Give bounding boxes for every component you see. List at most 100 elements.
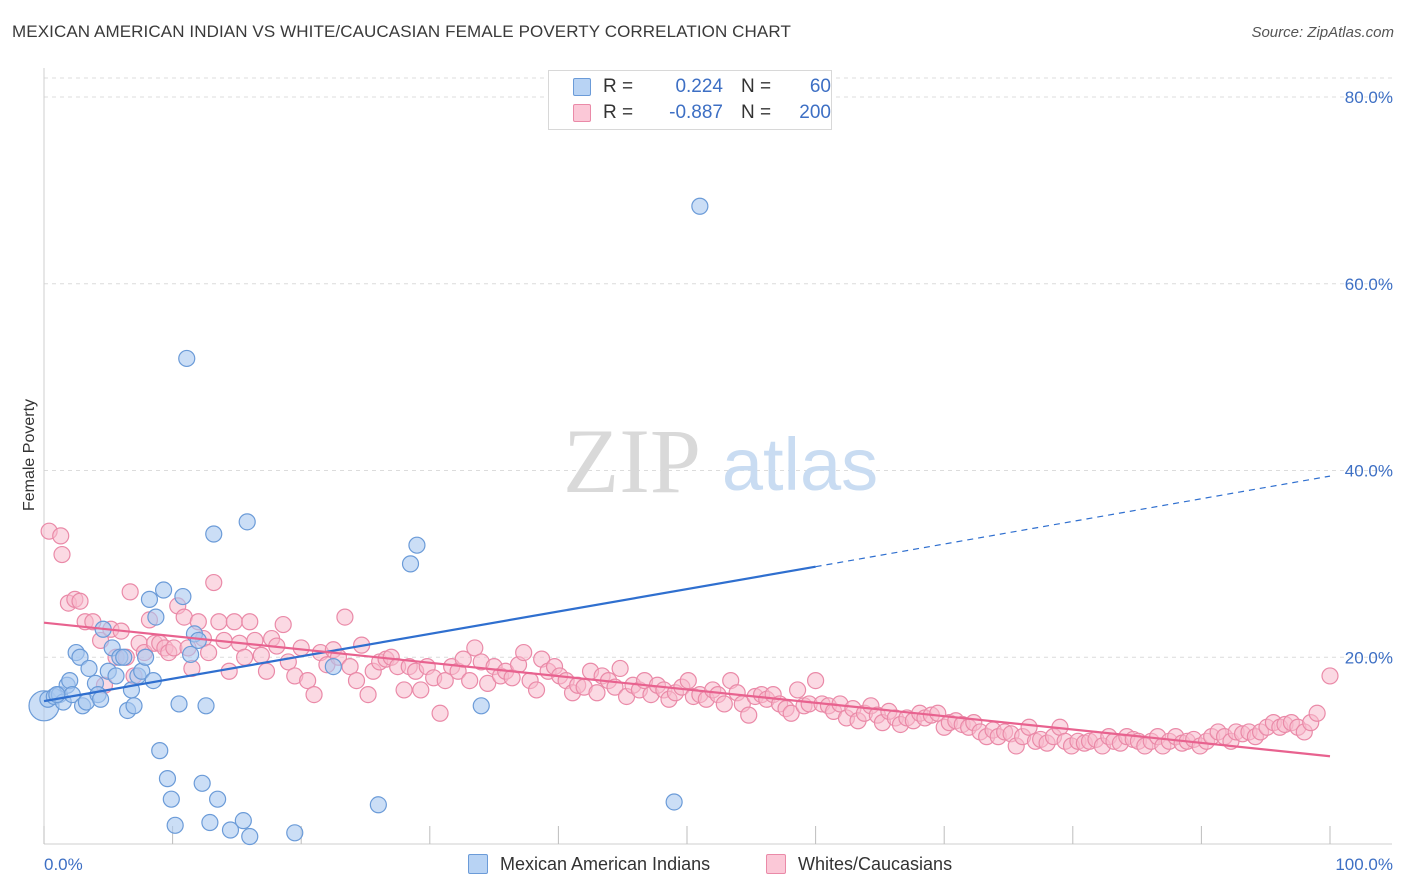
data-point-whites [527,681,546,699]
data-point-mexican-american-indians [238,513,256,531]
data-point-whites [1308,704,1326,722]
data-point-whites [336,608,354,626]
data-point-whites [205,573,223,592]
data-point-mexican-american-indians [154,581,173,599]
data-point-whites [515,643,533,662]
legend-n-value: 200 [799,102,831,123]
data-point-whites [71,592,89,610]
data-point-whites [782,704,800,722]
data-point-mexican-american-indians [665,793,683,811]
data-point-whites [341,657,359,676]
data-point-mexican-american-indians [234,812,252,830]
data-point-mexican-american-indians [125,697,143,715]
data-point-whites [611,659,629,678]
data-point-mexican-american-indians [136,648,155,666]
data-point-mexican-american-indians [691,197,709,215]
data-point-whites [274,615,292,634]
legend-label: Mexican American Indians [500,853,711,874]
data-point-mexican-american-indians [107,667,125,685]
data-point-mexican-american-indians [115,648,133,666]
data-point-mexican-american-indians [324,657,342,676]
data-point-mexican-american-indians [174,587,192,606]
data-point-whites [466,639,484,657]
data-point-whites [220,662,238,680]
data-point-mexican-american-indians [193,774,211,792]
data-point-mexican-american-indians [472,697,490,715]
data-point-whites [412,681,430,699]
data-point-mexican-american-indians [189,631,207,650]
legend-row-blue: R = 0.224 N = 60 [573,75,831,99]
trend-line-pink [43,621,1331,758]
data-point-mexican-american-indians [147,608,165,626]
data-point-mexican-american-indians [201,813,219,832]
data-point-whites [461,671,479,690]
legend-swatch-pink [766,854,786,874]
trend-line-blue-extension [815,475,1331,568]
data-point-whites [929,704,947,722]
data-point-whites [121,583,139,601]
watermark-zip: ZIP [563,410,701,512]
tick-labels: 20.0% 40.0% 60.0% 80.0% 0.0% 100.0% [44,88,1393,874]
data-point-mexican-american-indians [408,536,426,554]
legend-r-value: 0.224 [675,76,723,97]
watermark: ZIP atlas [563,410,878,512]
y-axis-label: Female Poverty [21,399,38,511]
gridlines [44,77,1392,658]
y-tick-label: 40.0% [1345,462,1393,481]
legend-r-label: R = [603,102,634,123]
data-point-mexican-american-indians [61,671,79,690]
x-tick-label: 0.0% [44,855,83,874]
source-label: Source: ZipAtlas.com [1251,24,1394,41]
data-point-whites [1321,667,1339,685]
series-mexican-american-indians [28,197,709,846]
trend-lines [43,475,1331,758]
data-point-mexican-american-indians [166,816,184,834]
data-point-whites [679,671,697,690]
data-point-whites [359,685,377,704]
data-point-whites [347,671,366,690]
data-point-mexican-american-indians [369,796,387,814]
data-point-whites [479,674,497,692]
data-point-mexican-american-indians [209,790,227,808]
data-point-whites [257,662,276,680]
data-point-mexican-american-indians [221,821,240,839]
data-point-mexican-american-indians [205,525,223,543]
data-point-mexican-american-indians [241,827,259,846]
data-point-whites [53,545,71,564]
chart-title: MEXICAN AMERICAN INDIAN VS WHITE/CAUCASI… [12,22,791,41]
trend-line-blue [43,565,816,703]
data-point-whites [52,527,70,545]
watermark-atlas: atlas [722,423,878,506]
data-point-whites [210,613,228,631]
legend-swatch-blue [468,854,488,874]
legend-item-mexican-american-indians: Mexican American Indians [468,852,710,876]
data-point-whites [236,648,254,666]
data-point-whites [1020,718,1038,736]
data-point-mexican-american-indians [140,590,159,608]
data-point-whites [252,646,270,664]
data-point-whites [436,671,454,690]
data-point-whites [715,695,733,713]
data-point-whites [431,704,449,722]
legend-n-value: 60 [809,76,831,97]
y-tick-label: 80.0% [1345,88,1393,107]
data-point-whites [305,685,323,704]
legend-row-pink: R = -0.887 N = 200 [573,101,831,125]
data-point-whites [788,681,807,699]
data-point-mexican-american-indians [151,742,169,760]
data-point-whites [241,613,259,631]
series-whites-caucasians [40,522,1339,755]
legend-swatch-pink [573,104,591,122]
data-point-mexican-american-indians [286,824,304,842]
data-point-mexican-american-indians [80,659,98,678]
legend-item-whites-caucasians: Whites/Caucasians [766,852,952,876]
data-point-mexican-american-indians [170,695,188,713]
data-point-whites [225,613,243,631]
axes [43,68,1392,845]
correlation-legend: R = 0.224 N = 60 R = -0.887 N = 200 [548,70,832,130]
data-point-whites [200,643,218,662]
data-point-mexican-american-indians [401,555,420,573]
legend-r-value: -0.887 [669,102,723,123]
legend-r-label: R = [603,76,634,97]
